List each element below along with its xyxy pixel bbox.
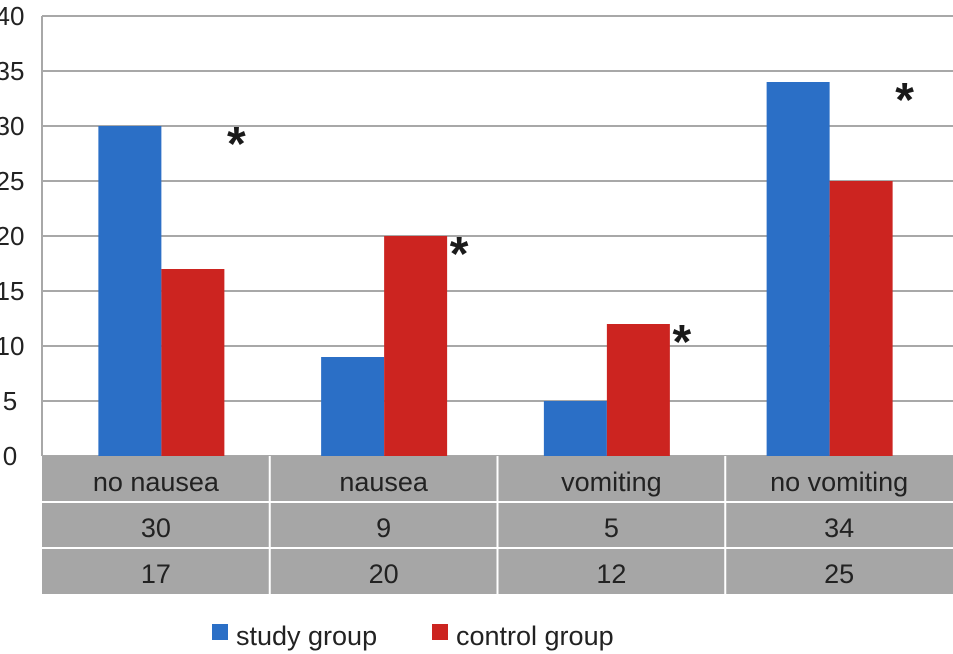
bar-control-group-no-nausea <box>161 269 225 456</box>
bars <box>98 82 893 456</box>
bar-control-group-no-vomiting <box>829 181 893 456</box>
y-tick-label-35: 35 <box>0 56 24 86</box>
significance-marks: * * * * <box>227 74 914 369</box>
table-value-control-group-no-nausea: 17 <box>141 559 171 589</box>
significance-mark-no-vomiting: * <box>895 74 914 127</box>
table-value-control-group-nausea: 20 <box>369 559 399 589</box>
bar-control-group-nausea <box>384 236 448 456</box>
bar-study-group-no-vomiting <box>766 82 830 456</box>
table-value-study-group-vomiting: 5 <box>604 513 619 543</box>
table-value-study-group-nausea: 9 <box>376 513 391 543</box>
legend-label-study-group: study group <box>236 621 377 651</box>
table-value-study-group-no-nausea: 30 <box>141 513 171 543</box>
significance-mark-vomiting: * <box>673 316 692 369</box>
category-label-vomiting: vomiting <box>561 467 662 497</box>
y-tick-label-0: 0 <box>3 441 17 471</box>
legend-item-study-group: study group <box>212 621 377 651</box>
y-axis: 0 5 10 15 20 25 30 35 40 <box>0 1 43 471</box>
table-value-control-group-vomiting: 12 <box>596 559 626 589</box>
bar-study-group-nausea <box>321 357 385 456</box>
significance-mark-no-nausea: * <box>227 118 246 171</box>
category-label-no-vomiting: no vomiting <box>770 467 908 497</box>
y-tick-label-25: 25 <box>0 166 24 196</box>
legend-swatch-study-group <box>212 624 228 640</box>
legend-label-control-group: control group <box>456 621 614 651</box>
y-tick-label-10: 10 <box>0 331 24 361</box>
significance-mark-nausea: * <box>450 228 469 281</box>
y-tick-label-20: 20 <box>0 221 24 251</box>
bar-study-group-no-nausea <box>98 126 162 456</box>
table-value-control-group-no-vomiting: 25 <box>824 559 854 589</box>
bar-control-group-vomiting <box>606 324 670 456</box>
y-tick-label-40: 40 <box>0 1 24 31</box>
y-tick-label-30: 30 <box>0 111 24 141</box>
data-table: no nausea 30 17 nausea 9 20 vomiting 5 12 no vomi… <box>42 456 953 594</box>
category-label-nausea: nausea <box>339 467 429 497</box>
y-tick-label-15: 15 <box>0 276 24 306</box>
bar-study-group-vomiting <box>543 401 607 456</box>
table-value-study-group-no-vomiting: 34 <box>824 513 854 543</box>
legend-swatch-control-group <box>432 624 448 640</box>
y-tick-label-5: 5 <box>3 386 17 416</box>
legend-item-control-group: control group <box>432 621 614 651</box>
category-label-no-nausea: no nausea <box>93 467 220 497</box>
legend: study group control group <box>212 621 614 651</box>
